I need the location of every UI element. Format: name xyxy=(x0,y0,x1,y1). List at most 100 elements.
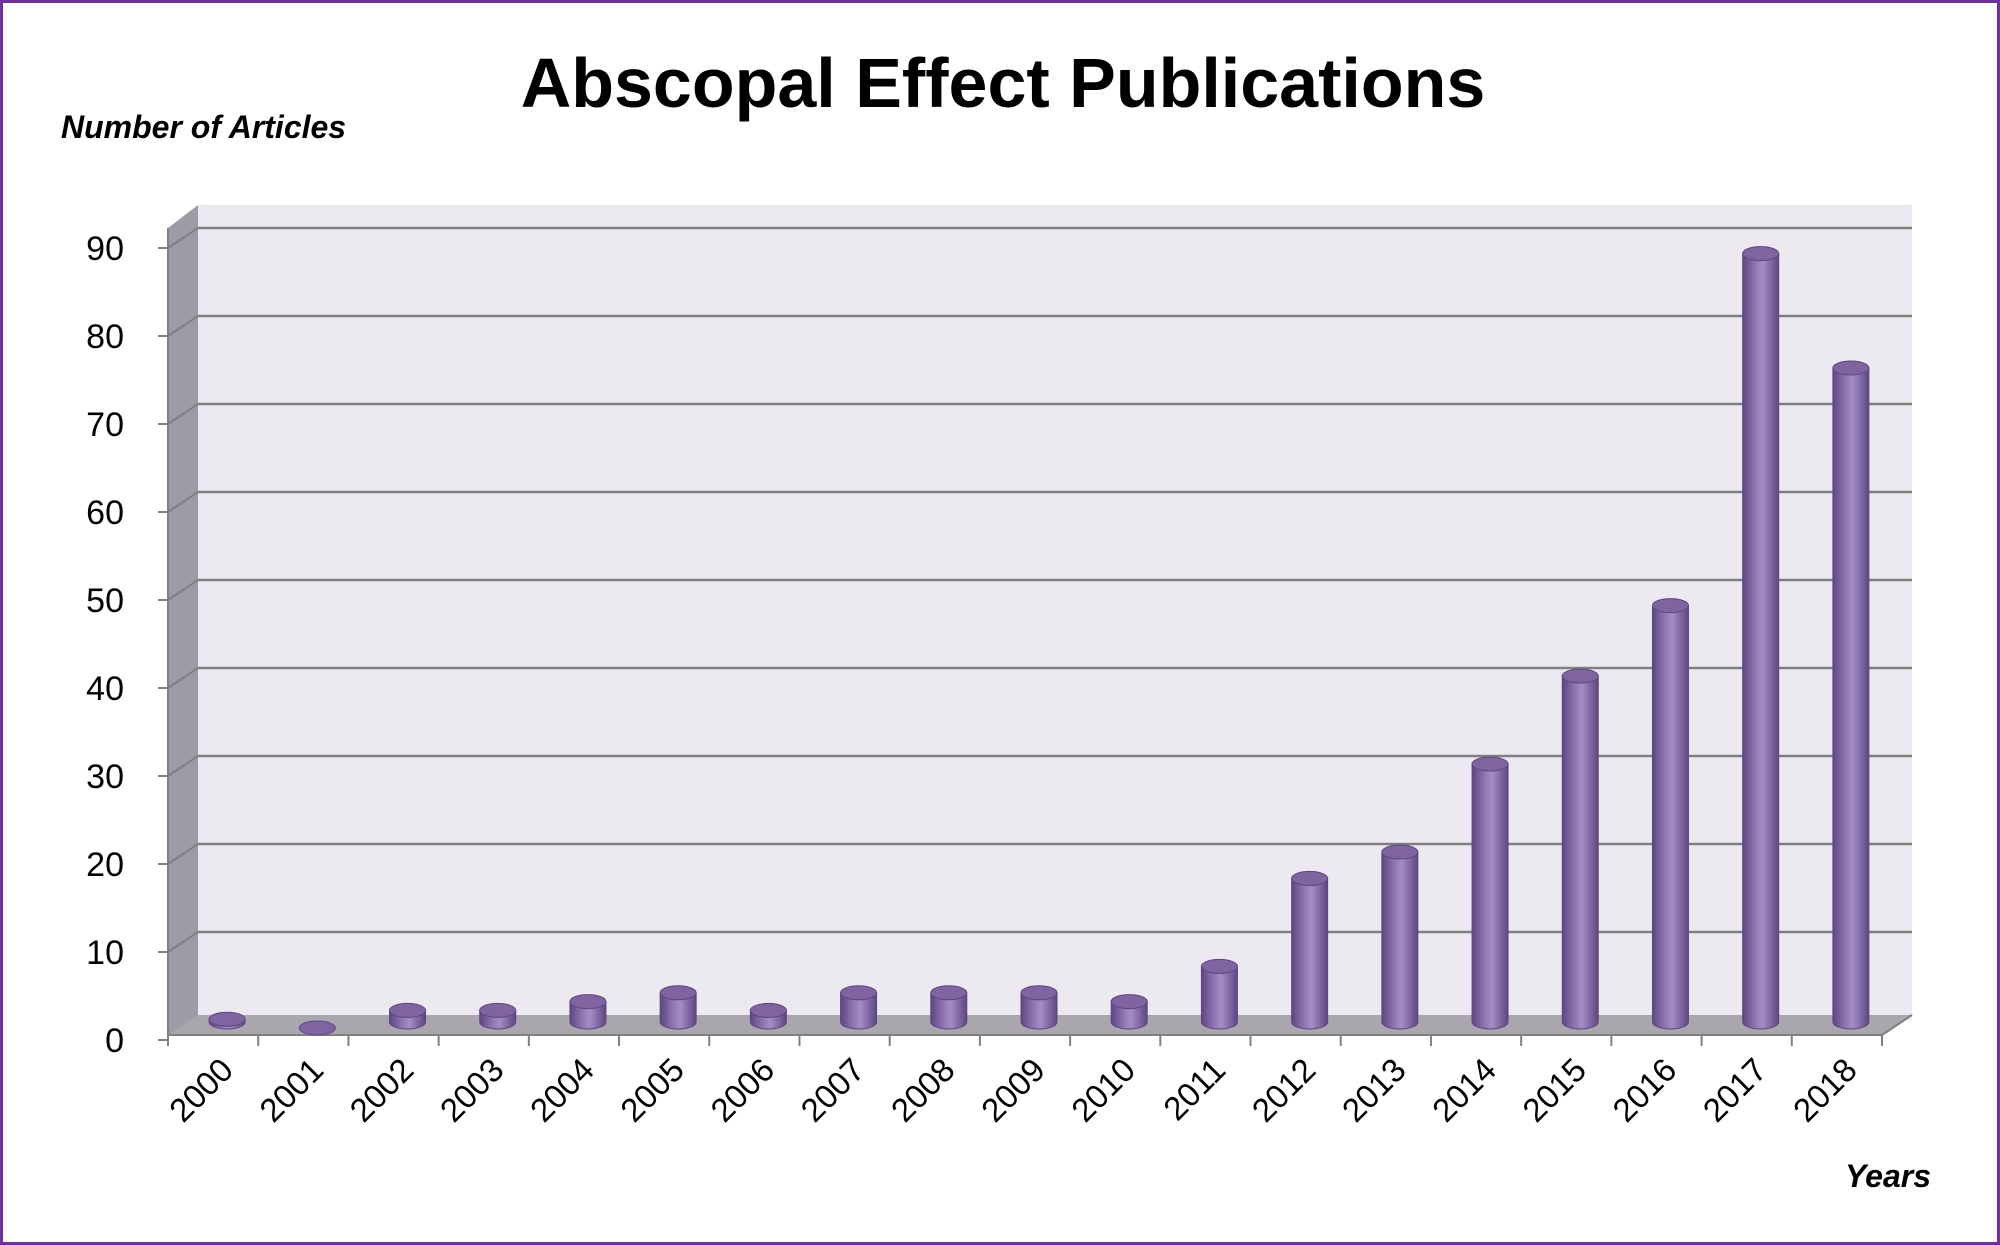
bar-top xyxy=(479,1002,517,1018)
gridline-side xyxy=(167,843,199,865)
x-tick-label: 2001 xyxy=(252,1051,330,1129)
bar xyxy=(1832,360,1870,1030)
bar xyxy=(1742,246,1780,1030)
y-tick-label: 40 xyxy=(86,670,124,708)
bar xyxy=(1471,756,1509,1030)
bar-top xyxy=(659,985,697,1001)
bar-body xyxy=(930,992,968,1030)
x-tick-label: 2000 xyxy=(162,1051,240,1129)
gridline-side xyxy=(167,315,199,337)
bar xyxy=(479,1002,517,1030)
bar-body xyxy=(1200,965,1238,1030)
bar xyxy=(1561,668,1599,1030)
y-tick-label: 50 xyxy=(86,582,124,620)
bars xyxy=(208,246,1870,1036)
bar xyxy=(659,985,697,1030)
bar-body xyxy=(1561,675,1599,1030)
x-tick-label: 2006 xyxy=(703,1051,781,1129)
bar-body xyxy=(1291,877,1329,1030)
x-tick-label: 2011 xyxy=(1156,1051,1232,1127)
x-tick-label: 2005 xyxy=(613,1051,691,1129)
gridline-side xyxy=(167,227,199,249)
bar-top xyxy=(1020,985,1058,1001)
x-tick-labels: 2000 2001 2002 2003 2004 2005 2006 2007 2008 2009… xyxy=(162,1035,1883,1129)
x-tick-label: 2008 xyxy=(884,1051,962,1129)
bar-body xyxy=(1020,992,1058,1030)
bar xyxy=(1651,598,1689,1030)
x-axis-title: Years xyxy=(1845,1158,1931,1194)
bar-top xyxy=(1200,958,1238,974)
x-tick-label: 2004 xyxy=(523,1051,601,1129)
bar-top xyxy=(208,1011,246,1027)
bar-top xyxy=(1291,870,1329,886)
gridline-side xyxy=(167,491,199,513)
gridline-side xyxy=(167,667,199,689)
y-tick-label: 0 xyxy=(105,1022,124,1060)
x-tick-label: 2007 xyxy=(793,1051,871,1129)
gridline-side xyxy=(167,579,199,601)
x-tick-label: 2014 xyxy=(1425,1051,1503,1129)
bar xyxy=(389,1002,427,1030)
x-tick-label: 2015 xyxy=(1515,1051,1593,1129)
bar-top xyxy=(569,994,607,1010)
bar xyxy=(1020,985,1058,1030)
x-tick-label: 2018 xyxy=(1786,1051,1864,1129)
bar-body xyxy=(1471,763,1509,1030)
bar-top xyxy=(840,985,878,1001)
bar-top xyxy=(1832,360,1870,376)
bar xyxy=(1381,844,1419,1030)
bar-body xyxy=(1742,253,1780,1030)
bar xyxy=(1291,870,1329,1030)
y-tick-label: 90 xyxy=(86,230,124,268)
bar-top xyxy=(1651,598,1689,614)
y-tick-label: 60 xyxy=(86,494,124,532)
bar-body xyxy=(1832,367,1870,1030)
bar xyxy=(208,1011,246,1030)
bar-top xyxy=(1742,246,1780,262)
gridline-side xyxy=(167,931,199,953)
bar xyxy=(569,994,607,1030)
bar-body xyxy=(1651,605,1689,1030)
bar-top xyxy=(1471,756,1509,772)
bar xyxy=(840,985,878,1030)
bar-top xyxy=(749,1002,787,1018)
x-tick-label: 2013 xyxy=(1335,1051,1413,1129)
gridline-side xyxy=(167,755,199,777)
bar-body xyxy=(569,1001,607,1030)
bar-body xyxy=(659,992,697,1030)
y-tick-label: 10 xyxy=(86,934,124,972)
bar-top xyxy=(298,1020,336,1036)
bar-top xyxy=(930,985,968,1001)
gridlines xyxy=(167,226,1912,953)
bar-top xyxy=(1110,994,1148,1010)
y-tick-label: 30 xyxy=(86,758,124,796)
bar xyxy=(749,1002,787,1030)
x-tick-label: 2010 xyxy=(1064,1051,1142,1129)
floor-front-right-edge xyxy=(1881,1014,1913,1036)
bar-body xyxy=(1110,1001,1148,1030)
gridline-side xyxy=(167,403,199,425)
y-tick-label: 80 xyxy=(86,318,124,356)
bar xyxy=(298,1020,336,1036)
x-tick-label: 2003 xyxy=(433,1051,511,1129)
x-tick-label: 2009 xyxy=(974,1051,1052,1129)
x-tick-label: 2017 xyxy=(1696,1051,1774,1129)
chart-side-wall xyxy=(168,205,198,1035)
bar xyxy=(930,985,968,1030)
bar-top xyxy=(1381,844,1419,860)
x-tick-label: 2016 xyxy=(1605,1051,1683,1129)
bar-top xyxy=(389,1002,427,1018)
bar-body xyxy=(840,992,878,1030)
y-axis-title: Number of Articles xyxy=(61,109,347,145)
chart-title: Abscopal Effect Publications xyxy=(520,44,1486,122)
y-tick-label: 70 xyxy=(86,406,124,444)
bar-body xyxy=(1381,851,1419,1030)
y-tick-label: 20 xyxy=(86,846,124,884)
x-tick-label: 2002 xyxy=(342,1051,420,1129)
bar xyxy=(1200,958,1238,1030)
x-tick-label: 2012 xyxy=(1245,1051,1323,1129)
bar-top xyxy=(1561,668,1599,684)
bar xyxy=(1110,994,1148,1030)
y-tick-labels: 0 10 20 30 40 50 60 70 80 90 xyxy=(86,230,168,1060)
